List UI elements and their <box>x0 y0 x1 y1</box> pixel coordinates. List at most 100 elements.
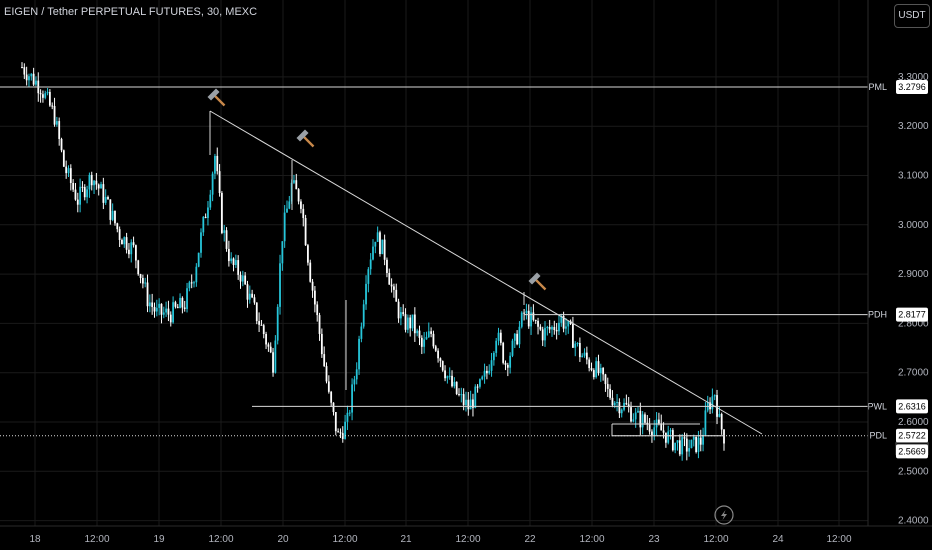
candle-body <box>671 430 674 451</box>
candle-body <box>302 208 305 218</box>
y-tick-label: 2.5000 <box>898 466 929 477</box>
candle-body <box>176 306 179 309</box>
x-tick-label: 12:00 <box>826 534 851 545</box>
candle-body <box>479 379 481 387</box>
level-lines: PML PDH PWL PDL <box>0 82 887 441</box>
candle-body <box>253 297 256 303</box>
candle-body <box>265 333 267 345</box>
hammer-icon <box>296 129 315 148</box>
candle-body <box>76 199 79 205</box>
candle-body <box>260 324 263 326</box>
candle-body <box>369 259 372 270</box>
candle-body <box>281 241 284 264</box>
candle-body <box>35 80 37 85</box>
candle-body <box>534 319 537 321</box>
candle-body <box>381 239 384 255</box>
candle-body <box>604 374 607 385</box>
candle-body <box>723 429 725 444</box>
y-tick-label: 2.4000 <box>898 516 929 527</box>
level-tag-pdl-bg <box>896 428 928 443</box>
candle-body <box>427 331 430 337</box>
x-tick-label: 12:00 <box>332 534 357 545</box>
candle-body <box>702 434 704 445</box>
candle-body <box>634 412 637 420</box>
time-axis[interactable]: 18 12:00 19 12:00 20 12:00 21 12:00 22 12:00 23 12:… <box>29 534 852 545</box>
candle-body <box>151 302 154 307</box>
candle-body <box>630 407 632 422</box>
candle-body <box>572 323 574 348</box>
candle-body <box>599 367 602 374</box>
candle-body <box>681 437 684 455</box>
candle-body <box>307 245 309 263</box>
candle-body <box>537 320 539 327</box>
x-tick-label: 21 <box>400 534 412 545</box>
candle-body <box>416 330 419 334</box>
candle-body <box>225 230 228 249</box>
candle-body <box>309 262 312 282</box>
candle-body <box>216 155 219 172</box>
level-tag-pdh: 2.8177 <box>898 310 926 320</box>
candle-body <box>195 266 198 283</box>
trendline <box>209 110 763 435</box>
candle-body <box>404 314 407 330</box>
y-tick-label: 2.9000 <box>898 269 929 280</box>
candle-body <box>60 138 63 151</box>
candle-body <box>358 338 360 370</box>
candle-body <box>167 308 170 315</box>
candle-body <box>221 192 223 233</box>
lightning-icon[interactable] <box>714 505 734 525</box>
y-tick-label: 3.2000 <box>898 121 929 132</box>
candle-body <box>74 189 77 200</box>
candle-body <box>411 314 414 329</box>
candle-body <box>72 182 75 190</box>
candle-body <box>481 376 484 380</box>
candle-body <box>300 201 302 209</box>
candle-body <box>28 76 30 81</box>
hammer-handle <box>534 278 547 291</box>
candle-body <box>558 322 560 332</box>
currency-button[interactable]: USDT <box>894 4 930 28</box>
candle-body <box>667 431 670 443</box>
candle-body <box>353 379 356 385</box>
candle-body <box>102 184 105 203</box>
candle-body <box>720 413 723 430</box>
candle-body <box>455 381 458 394</box>
x-tick-label: 12:00 <box>84 534 109 545</box>
candle-body <box>230 258 233 262</box>
candle-body <box>211 173 214 195</box>
candle-body <box>267 344 270 347</box>
candle-body <box>530 312 532 327</box>
candle-body <box>532 312 535 320</box>
candle-body <box>367 269 370 284</box>
level-tag-pwl: 2.6316 <box>898 401 926 411</box>
candle-body <box>709 402 711 410</box>
candle-body <box>255 302 258 322</box>
candle-body <box>69 168 72 183</box>
candle-body <box>423 339 426 347</box>
candle-body <box>62 150 65 167</box>
candle-body <box>346 412 349 422</box>
x-tick-label: 22 <box>524 534 536 545</box>
candle-body <box>83 187 86 198</box>
candle-body <box>325 366 328 382</box>
candle-body <box>420 337 423 347</box>
candle-body <box>444 370 446 379</box>
candle-body <box>279 263 281 307</box>
candle-body <box>581 355 584 358</box>
x-tick-label: 19 <box>153 534 165 545</box>
candle-body <box>104 196 107 203</box>
candle-body <box>695 436 698 452</box>
candle-body <box>409 317 412 329</box>
candle-body <box>567 321 570 327</box>
candle-body <box>330 391 333 403</box>
x-tick-label: 18 <box>29 534 41 545</box>
candle-body <box>458 393 460 395</box>
candle-body <box>67 168 70 174</box>
price-axis[interactable]: 3.3000 3.2000 3.1000 3.0000 2.9000 2.8000 2.70… <box>898 72 929 527</box>
candle-body <box>499 332 502 343</box>
candle-body <box>611 397 614 406</box>
candle-body <box>30 73 33 77</box>
candle-body <box>135 245 137 261</box>
